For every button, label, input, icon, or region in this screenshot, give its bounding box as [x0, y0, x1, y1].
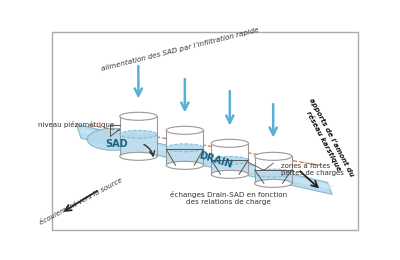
- Polygon shape: [76, 124, 332, 194]
- Polygon shape: [79, 128, 333, 189]
- Ellipse shape: [166, 126, 204, 134]
- Text: niveau piézométrique: niveau piézométrique: [38, 121, 114, 128]
- Polygon shape: [166, 130, 204, 165]
- Polygon shape: [254, 173, 292, 183]
- Ellipse shape: [120, 152, 157, 160]
- Polygon shape: [254, 170, 292, 183]
- Polygon shape: [166, 148, 204, 165]
- Polygon shape: [120, 134, 157, 156]
- Polygon shape: [254, 156, 292, 183]
- Text: échanges Drain-SAD en fonction
des relations de charge: échanges Drain-SAD en fonction des relat…: [170, 191, 287, 205]
- Ellipse shape: [87, 128, 140, 150]
- Ellipse shape: [120, 130, 157, 138]
- Text: DRAIN: DRAIN: [198, 151, 234, 170]
- Ellipse shape: [120, 112, 157, 120]
- Polygon shape: [166, 150, 204, 165]
- Ellipse shape: [211, 170, 248, 178]
- Text: écoulement vers la source: écoulement vers la source: [39, 177, 123, 226]
- Polygon shape: [211, 143, 248, 174]
- Ellipse shape: [211, 156, 248, 164]
- Polygon shape: [211, 160, 248, 174]
- Polygon shape: [211, 160, 248, 174]
- Ellipse shape: [254, 169, 292, 177]
- Text: SAD: SAD: [105, 139, 128, 149]
- Ellipse shape: [166, 161, 204, 169]
- Polygon shape: [120, 116, 157, 156]
- Text: alimentation des SAD par l’infiltration rapide: alimentation des SAD par l’infiltration …: [101, 27, 260, 72]
- Ellipse shape: [254, 179, 292, 187]
- Ellipse shape: [211, 139, 248, 147]
- Text: zones à fortes
pertes de charges: zones à fortes pertes de charges: [281, 163, 344, 176]
- Ellipse shape: [254, 152, 292, 160]
- Text: apports de l’amont du
réseau karstique: apports de l’amont du réseau karstique: [300, 97, 354, 181]
- Ellipse shape: [166, 144, 204, 152]
